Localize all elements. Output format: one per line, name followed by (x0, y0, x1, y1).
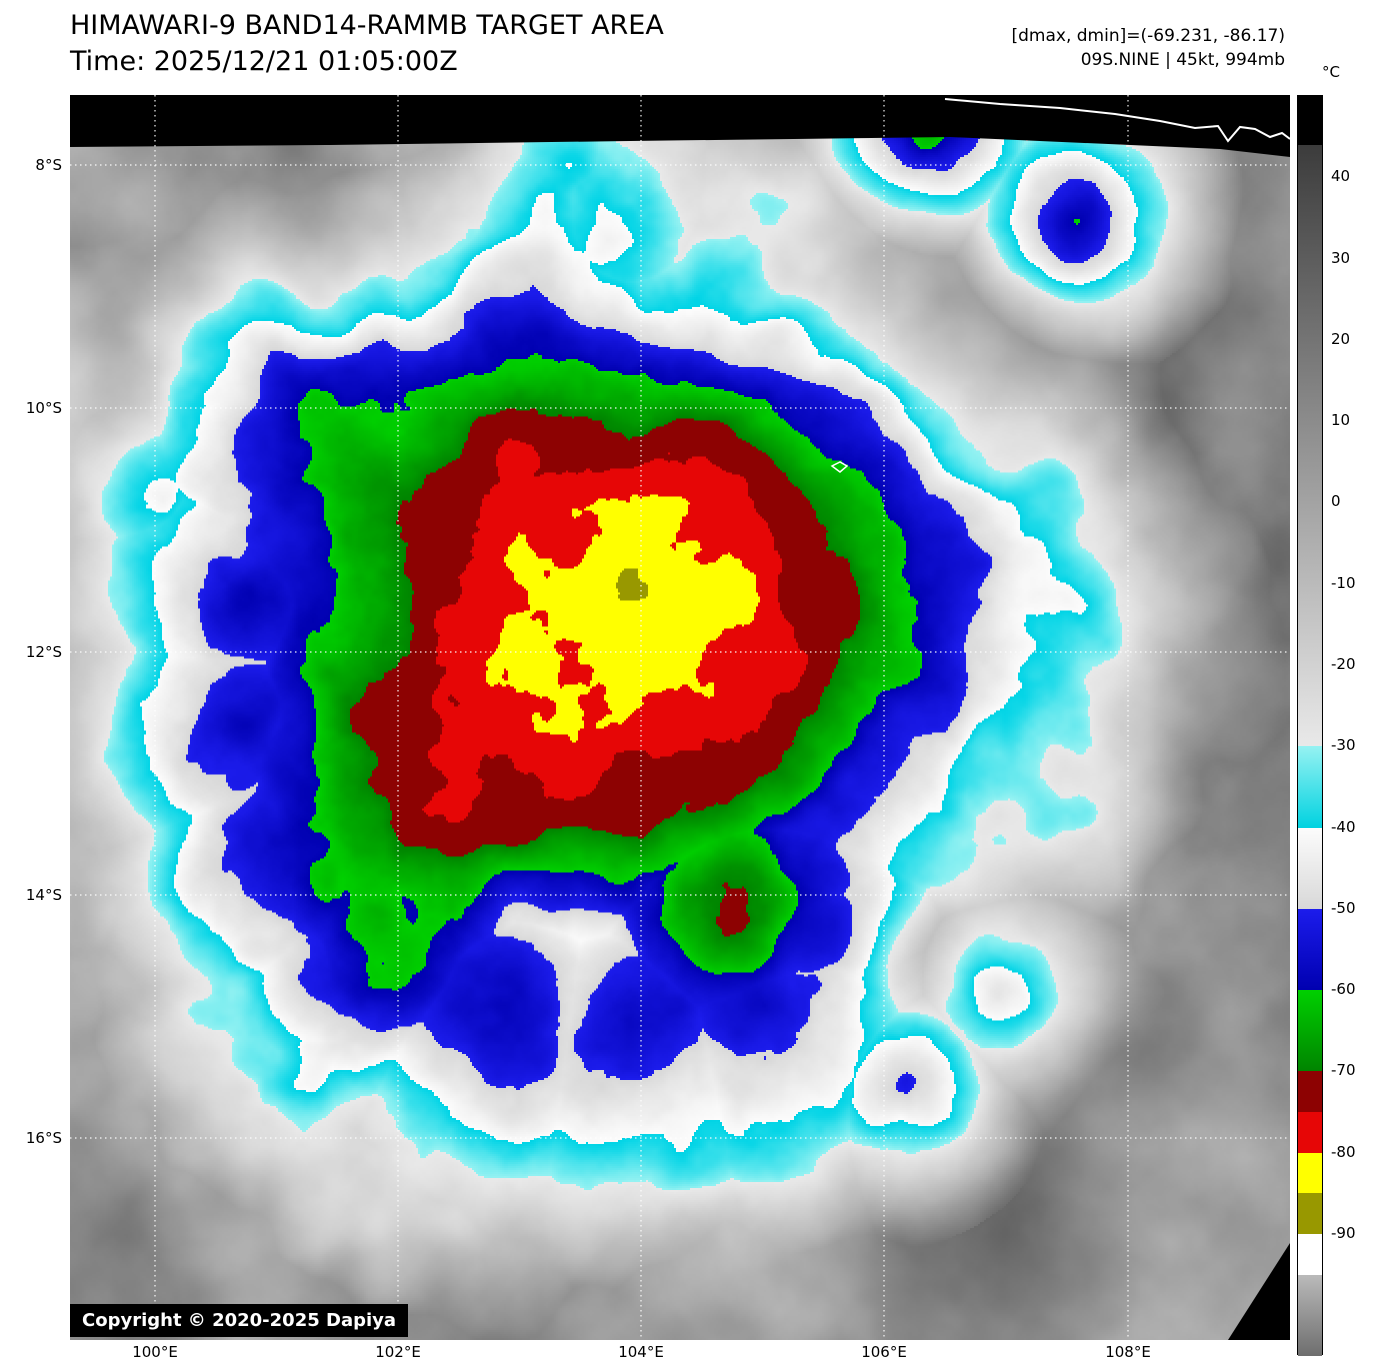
satellite-map: Copyright © 2020-2025 Dapiya (70, 95, 1290, 1340)
colorbar-tick-label: 20 (1331, 329, 1351, 348)
colorbar-tick-label: 10 (1331, 411, 1351, 430)
colorbar-segment (1298, 96, 1322, 145)
annotation-block: [dmax, dmin]=(-69.231, -86.17) 09S.NINE … (1012, 24, 1286, 72)
lat-tick-label: 10°S (25, 399, 62, 417)
coastline (944, 98, 1290, 143)
lat-tick-label: 8°S (35, 156, 62, 174)
colorbar-tick-label: 30 (1331, 248, 1351, 267)
satellite-ir-image (70, 95, 1290, 1340)
colorbar-tick-label: -60 (1331, 980, 1356, 999)
lat-tick-label: 16°S (25, 1129, 62, 1147)
map-grid-overlay (70, 95, 1290, 1340)
scan-edge-corner (1228, 1243, 1290, 1340)
island-outline (830, 461, 849, 473)
lat-tick-label: 14°S (25, 886, 62, 904)
colorbar-segment (1298, 1112, 1322, 1153)
colorbar-segment (1298, 1152, 1322, 1194)
colorbar-tick-label: -10 (1331, 573, 1356, 592)
timestamp-label: Time: 2025/12/21 01:05:00Z (70, 46, 458, 77)
colorbar-tick-label: -20 (1331, 655, 1356, 674)
colorbar-tick-label: -70 (1331, 1061, 1356, 1080)
colorbar-tick-label: -90 (1331, 1224, 1356, 1243)
lon-tick-label: 102°E (375, 1343, 421, 1359)
scan-edge-top (70, 95, 1290, 157)
colorbar-tick-label: 40 (1331, 167, 1351, 186)
lon-tick-label: 104°E (618, 1343, 664, 1359)
colorbar-segment (1298, 908, 1322, 991)
lon-tick-label: 108°E (1105, 1343, 1151, 1359)
colorbar-tick-label: -30 (1331, 736, 1356, 755)
colorbar-tick-label: -80 (1331, 1142, 1356, 1161)
colorbar-tick-label: 0 (1331, 492, 1341, 511)
temperature-colorbar (1297, 95, 1323, 1356)
colorbar-segment (1298, 746, 1322, 828)
colorbar-segment (1298, 990, 1322, 1072)
colorbar-tick-label: -50 (1331, 898, 1356, 917)
lon-tick-label: 106°E (861, 1343, 907, 1359)
colorbar-segment (1298, 1193, 1322, 1234)
colorbar-segment (1298, 827, 1322, 909)
storm-info-readout: 09S.NINE | 45kt, 994mb (1080, 50, 1285, 70)
dmax-dmin-readout: [dmax, dmin]=(-69.231, -86.17) (1011, 26, 1286, 46)
lat-tick-label: 12°S (25, 643, 62, 661)
colorbar-segment (1298, 144, 1322, 747)
colorbar-segment (1298, 1274, 1322, 1356)
lon-tick-label: 100°E (132, 1343, 178, 1359)
colorbar-unit-label: °C (1322, 63, 1340, 81)
colorbar-segment (1298, 1071, 1322, 1113)
colorbar-tick-label: -40 (1331, 817, 1356, 836)
product-title: HIMAWARI-9 BAND14-RAMMB TARGET AREA (70, 10, 664, 41)
colorbar-segment (1298, 1233, 1322, 1275)
copyright-badge: Copyright © 2020-2025 Dapiya (70, 1304, 409, 1337)
